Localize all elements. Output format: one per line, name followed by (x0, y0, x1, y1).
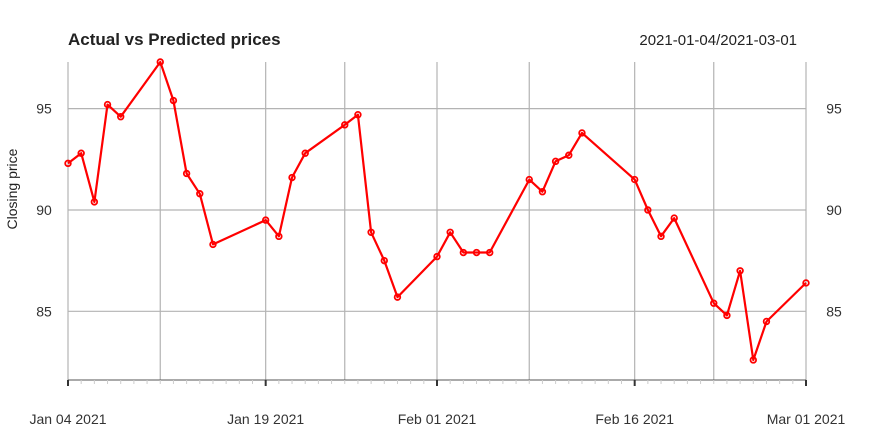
data-point (486, 248, 494, 257)
data-point (538, 188, 547, 196)
data-point (630, 175, 639, 184)
x-tick-label: Mar 01 2021 (767, 411, 846, 427)
data-point (433, 252, 441, 261)
data-point (182, 169, 191, 178)
data-point (90, 198, 99, 206)
data-point (77, 149, 85, 157)
x-tick-label: Feb 01 2021 (398, 411, 477, 427)
data-point (472, 248, 481, 257)
data-point (446, 228, 454, 236)
data-point (723, 311, 731, 320)
x-tick-label: Jan 04 2021 (29, 411, 106, 427)
data-point (551, 157, 560, 166)
y-axis-title: Closing price (4, 148, 20, 229)
data-point (749, 356, 757, 364)
chart-title: Actual vs Predicted prices (68, 30, 281, 49)
y-tick-label-right: 95 (826, 101, 842, 117)
date-range-label: 2021-01-04/2021-03-01 (639, 32, 797, 49)
data-point (578, 129, 586, 137)
data-point (354, 111, 362, 119)
data-point (156, 58, 164, 66)
text-layer: Actual vs Predicted prices 2021-01-04/20… (4, 30, 846, 427)
axes (67, 379, 807, 386)
data-point (64, 159, 72, 168)
x-tick-label: Feb 16 2021 (595, 411, 674, 427)
data-point (209, 240, 217, 249)
data-point (261, 216, 270, 224)
data-point (525, 175, 533, 184)
y-tick-label-left: 95 (36, 101, 52, 117)
data-point (670, 214, 678, 222)
data-point (301, 149, 309, 157)
y-tick-label-left: 85 (36, 303, 52, 319)
data-point (710, 299, 718, 307)
data-point (117, 113, 125, 121)
x-tick-label: Jan 19 2021 (227, 411, 304, 427)
data-point (196, 190, 204, 198)
data-point (380, 256, 388, 265)
data-point (367, 228, 375, 236)
data-point (802, 279, 810, 287)
data-point (288, 173, 296, 182)
data-point (275, 232, 283, 241)
data-point (459, 248, 468, 257)
data-point (393, 293, 402, 301)
data-point (565, 151, 573, 159)
data-point (169, 96, 178, 105)
series-layer (64, 58, 810, 364)
data-point (341, 121, 349, 129)
series-line (67, 60, 807, 362)
y-tick-label-right: 90 (826, 202, 842, 218)
y-tick-label-right: 85 (826, 303, 842, 319)
y-tick-label-left: 90 (36, 202, 52, 218)
data-point (762, 317, 771, 326)
data-point (736, 267, 744, 275)
gridlines (67, 62, 807, 380)
data-point (657, 232, 665, 241)
data-point (103, 100, 112, 109)
data-point (644, 206, 652, 214)
